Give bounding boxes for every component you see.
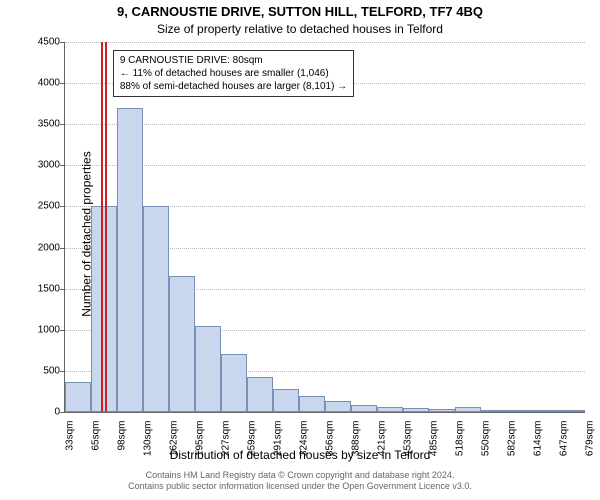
histogram-bar bbox=[299, 396, 325, 412]
histogram-bar bbox=[533, 410, 559, 412]
histogram-bar bbox=[455, 407, 481, 412]
y-tick-label: 2500 bbox=[20, 201, 60, 212]
y-axis-label: Number of detached properties bbox=[80, 151, 94, 316]
reference-line bbox=[105, 42, 107, 412]
annot-line1: 9 CARNOUSTIE DRIVE: 80sqm bbox=[120, 54, 347, 67]
x-axis-label: Distribution of detached houses by size … bbox=[0, 448, 600, 462]
reference-line bbox=[101, 42, 103, 412]
histogram-bar bbox=[325, 401, 351, 412]
histogram-bar bbox=[481, 410, 507, 412]
annot-line2: ← 11% of detached houses are smaller (1,… bbox=[120, 67, 347, 80]
footer-line1: Contains HM Land Registry data © Crown c… bbox=[146, 470, 455, 480]
y-tick-label: 1000 bbox=[20, 324, 60, 335]
histogram-bar bbox=[403, 408, 429, 412]
y-tick-label: 3500 bbox=[20, 119, 60, 130]
plot-area: 9 CARNOUSTIE DRIVE: 80sqm ← 11% of detac… bbox=[64, 42, 585, 413]
gridline bbox=[65, 124, 585, 125]
y-tick-label: 4500 bbox=[20, 37, 60, 48]
y-tick-label: 500 bbox=[20, 365, 60, 376]
footer-line2: Contains public sector information licen… bbox=[128, 481, 472, 491]
y-tick-label: 0 bbox=[20, 407, 60, 418]
y-tick-label: 2000 bbox=[20, 242, 60, 253]
histogram-bar bbox=[221, 354, 247, 412]
gridline bbox=[65, 165, 585, 166]
histogram-bar bbox=[247, 377, 273, 412]
annot-line3: 88% of semi-detached houses are larger (… bbox=[120, 80, 347, 93]
histogram-bar bbox=[507, 410, 533, 412]
annotation-box: 9 CARNOUSTIE DRIVE: 80sqm ← 11% of detac… bbox=[113, 50, 354, 97]
chart-title: 9, CARNOUSTIE DRIVE, SUTTON HILL, TELFOR… bbox=[0, 4, 600, 19]
y-tick-label: 3000 bbox=[20, 160, 60, 171]
histogram-bar bbox=[559, 410, 585, 412]
histogram-bar bbox=[351, 405, 377, 412]
histogram-bar bbox=[195, 326, 221, 412]
histogram-bar bbox=[143, 206, 169, 412]
histogram-bar bbox=[65, 382, 91, 412]
gridline bbox=[65, 42, 585, 43]
chart-container: 9, CARNOUSTIE DRIVE, SUTTON HILL, TELFOR… bbox=[0, 0, 600, 500]
histogram-bar bbox=[377, 407, 403, 412]
histogram-bar bbox=[117, 108, 143, 412]
histogram-bar bbox=[169, 276, 195, 412]
chart-subtitle: Size of property relative to detached ho… bbox=[0, 22, 600, 36]
histogram-bar bbox=[273, 389, 299, 412]
histogram-bar bbox=[429, 409, 455, 412]
y-tick-label: 1500 bbox=[20, 283, 60, 294]
y-tick-label: 4000 bbox=[20, 78, 60, 89]
footer: Contains HM Land Registry data © Crown c… bbox=[0, 470, 600, 492]
